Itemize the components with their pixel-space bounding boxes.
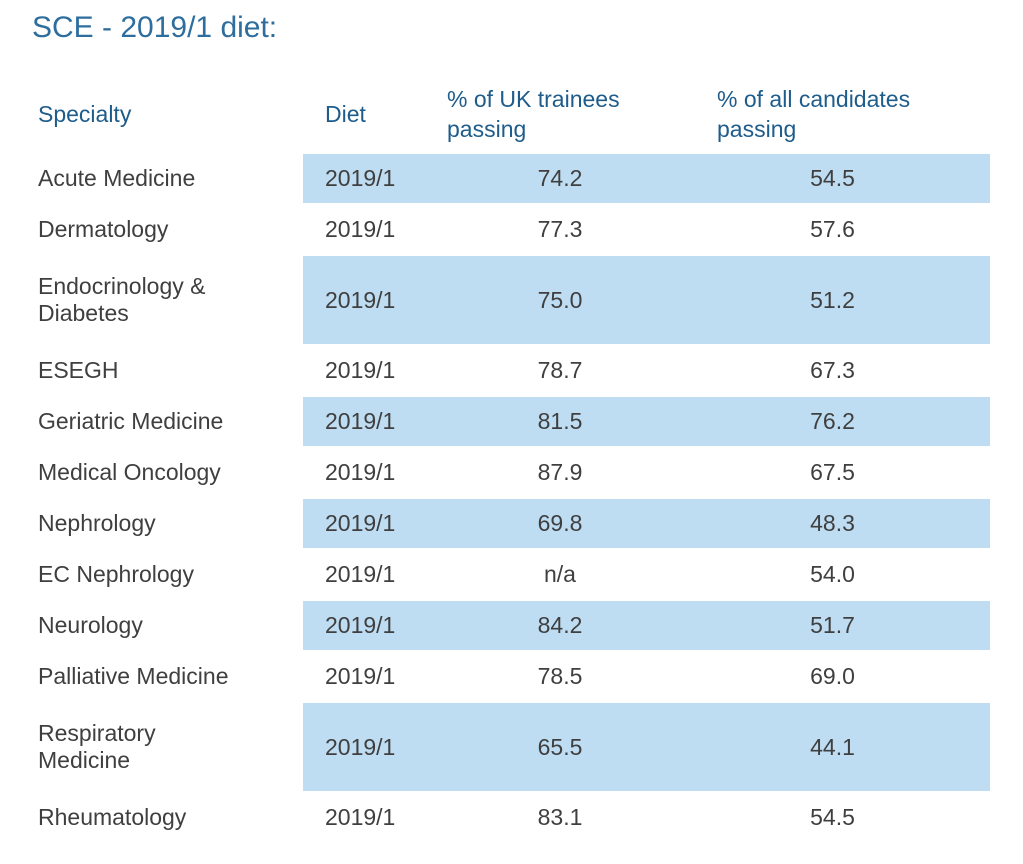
table-row: Respiratory Medicine 2019/1 65.5 44.1 <box>0 703 990 791</box>
column-header-all-candidates-passing: % of all candidates passing <box>675 76 990 152</box>
cell-specialty: Dermatology <box>0 205 303 254</box>
cell-diet: 2019/1 <box>303 448 445 497</box>
cell-specialty: ESEGH <box>0 346 303 395</box>
cell-specialty: Acute Medicine <box>0 154 303 203</box>
cell-uk-trainees-passing: 69.8 <box>445 499 675 548</box>
cell-uk-trainees-passing: 83.1 <box>445 793 675 842</box>
table-row: Endocrinology & Diabetes 2019/1 75.0 51.2 <box>0 256 990 344</box>
cell-uk-trainees-passing: 87.9 <box>445 448 675 497</box>
cell-all-candidates-passing: 54.0 <box>675 550 990 599</box>
cell-specialty: EC Nephrology <box>0 550 303 599</box>
cell-diet: 2019/1 <box>303 397 445 446</box>
table-row: Geriatric Medicine 2019/1 81.5 76.2 <box>0 397 990 446</box>
cell-all-candidates-passing: 67.5 <box>675 448 990 497</box>
cell-uk-trainees-passing: n/a <box>445 550 675 599</box>
cell-all-candidates-passing: 51.7 <box>675 601 990 650</box>
cell-all-candidates-passing: 44.1 <box>675 703 990 791</box>
cell-diet: 2019/1 <box>303 703 445 791</box>
table-row: Palliative Medicine 2019/1 78.5 69.0 <box>0 652 990 701</box>
sce-results-table: Specialty Diet % of UK trainees passing … <box>0 74 990 844</box>
cell-uk-trainees-passing: 78.7 <box>445 346 675 395</box>
cell-diet: 2019/1 <box>303 346 445 395</box>
table-row: Nephrology 2019/1 69.8 48.3 <box>0 499 990 548</box>
cell-all-candidates-passing: 69.0 <box>675 652 990 701</box>
cell-specialty: Nephrology <box>0 499 303 548</box>
cell-uk-trainees-passing: 78.5 <box>445 652 675 701</box>
cell-uk-trainees-passing: 74.2 <box>445 154 675 203</box>
column-header-diet: Diet <box>303 76 445 152</box>
cell-uk-trainees-passing: 77.3 <box>445 205 675 254</box>
cell-all-candidates-passing: 54.5 <box>675 793 990 842</box>
cell-all-candidates-passing: 48.3 <box>675 499 990 548</box>
cell-specialty: Rheumatology <box>0 793 303 842</box>
cell-specialty: Respiratory Medicine <box>0 703 303 791</box>
table-row: Rheumatology 2019/1 83.1 54.5 <box>0 793 990 842</box>
cell-uk-trainees-passing: 65.5 <box>445 703 675 791</box>
table-row: ESEGH 2019/1 78.7 67.3 <box>0 346 990 395</box>
cell-all-candidates-passing: 51.2 <box>675 256 990 344</box>
page-title: SCE - 2019/1 diet: <box>32 11 278 44</box>
table-row: Dermatology 2019/1 77.3 57.6 <box>0 205 990 254</box>
cell-diet: 2019/1 <box>303 793 445 842</box>
column-header-uk-trainees-passing: % of UK trainees passing <box>445 76 675 152</box>
table-row: Acute Medicine 2019/1 74.2 54.5 <box>0 154 990 203</box>
cell-specialty: Medical Oncology <box>0 448 303 497</box>
cell-uk-trainees-passing: 81.5 <box>445 397 675 446</box>
cell-uk-trainees-passing: 75.0 <box>445 256 675 344</box>
cell-diet: 2019/1 <box>303 652 445 701</box>
cell-all-candidates-passing: 67.3 <box>675 346 990 395</box>
cell-specialty: Palliative Medicine <box>0 652 303 701</box>
cell-diet: 2019/1 <box>303 499 445 548</box>
cell-diet: 2019/1 <box>303 256 445 344</box>
cell-all-candidates-passing: 76.2 <box>675 397 990 446</box>
column-header-specialty: Specialty <box>0 76 303 152</box>
cell-diet: 2019/1 <box>303 550 445 599</box>
cell-diet: 2019/1 <box>303 154 445 203</box>
cell-diet: 2019/1 <box>303 205 445 254</box>
cell-specialty: Neurology <box>0 601 303 650</box>
cell-uk-trainees-passing: 84.2 <box>445 601 675 650</box>
table-header-row: Specialty Diet % of UK trainees passing … <box>0 76 990 152</box>
cell-specialty: Geriatric Medicine <box>0 397 303 446</box>
table-row: EC Nephrology 2019/1 n/a 54.0 <box>0 550 990 599</box>
cell-diet: 2019/1 <box>303 601 445 650</box>
table-row: Neurology 2019/1 84.2 51.7 <box>0 601 990 650</box>
cell-all-candidates-passing: 57.6 <box>675 205 990 254</box>
cell-specialty: Endocrinology & Diabetes <box>0 256 303 344</box>
table-row: Medical Oncology 2019/1 87.9 67.5 <box>0 448 990 497</box>
cell-all-candidates-passing: 54.5 <box>675 154 990 203</box>
